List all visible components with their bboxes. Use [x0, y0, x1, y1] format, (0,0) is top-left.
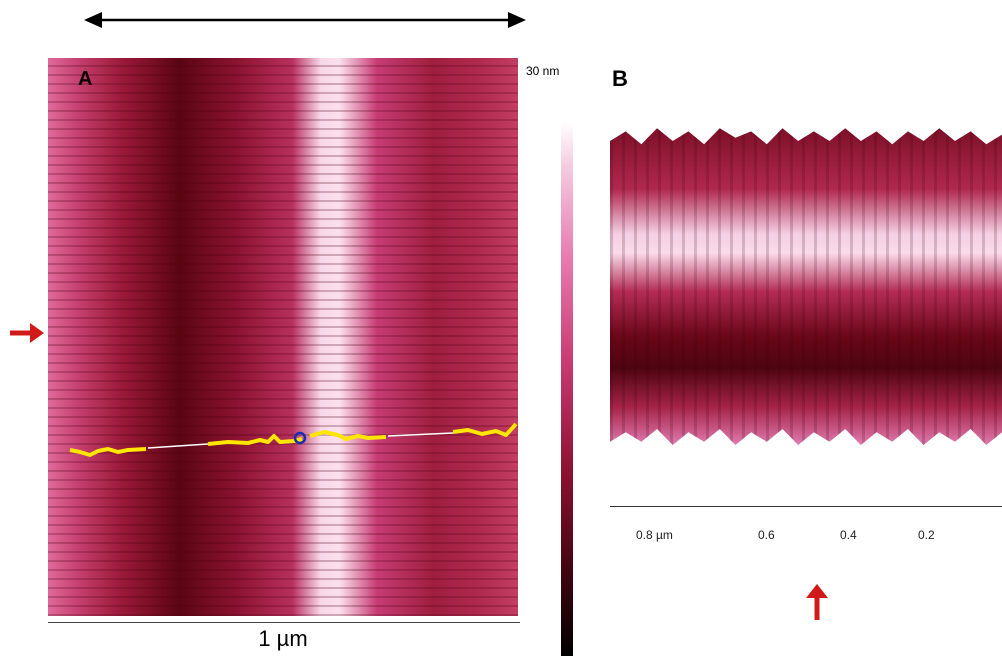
scale-bar-label: 1 µm	[258, 626, 308, 651]
profile-line-segment	[309, 430, 387, 441]
afm-height-image-panel-a	[48, 58, 518, 616]
profile-line-segment	[207, 434, 303, 446]
double-headed-arrow-icon	[84, 12, 526, 28]
up-arrow-icon	[806, 584, 828, 620]
height-colorbar	[561, 122, 573, 656]
profile-line-segment	[147, 443, 209, 449]
panel-b-tick-label: 0.6	[758, 528, 775, 542]
panel-b-label: B	[612, 66, 628, 91]
profile-line-segment	[69, 447, 147, 457]
panel-b-tick-label: 0.2	[918, 528, 935, 542]
afm-3d-surface-panel-b	[610, 128, 1002, 445]
right-arrow-icon	[10, 323, 44, 343]
profile-line-overlay	[69, 422, 518, 457]
panel-b-axis-line	[610, 506, 1002, 507]
position-marker-circle	[293, 431, 307, 445]
profile-line-segment	[452, 422, 518, 437]
panel-a-label: A	[78, 68, 93, 90]
colorbar-max-label: 30 nm	[526, 64, 560, 78]
panel-a-scale-line	[48, 622, 520, 623]
panel-b-tick-label: 0.4	[840, 528, 857, 542]
panel-b-tick-label: 0.8 µm	[636, 528, 673, 542]
profile-line-segment	[387, 432, 454, 437]
